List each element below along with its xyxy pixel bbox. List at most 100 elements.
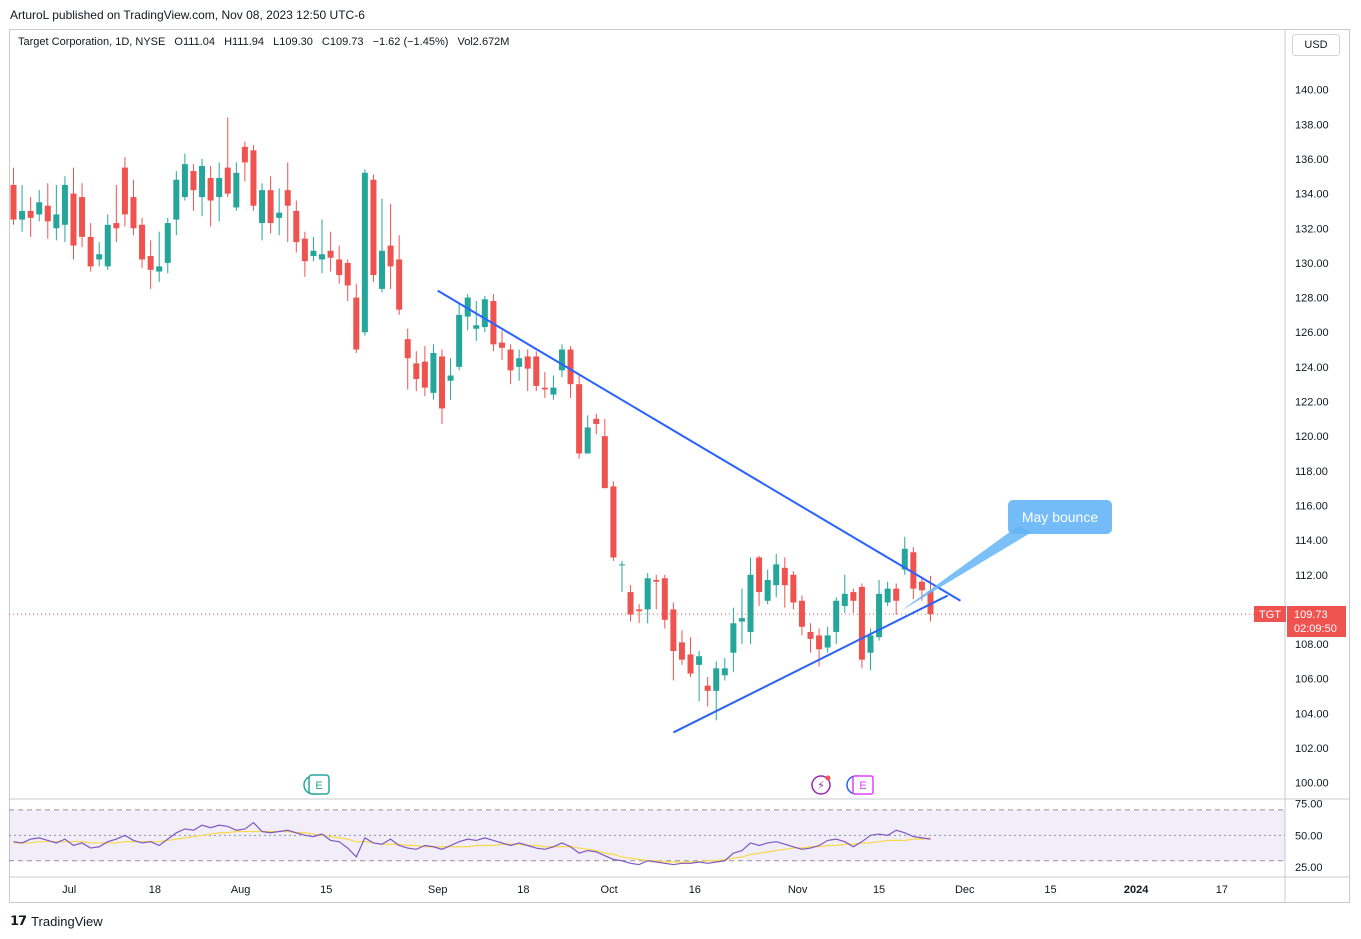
time-tick-label: Jul (62, 884, 76, 896)
candle (507, 344, 514, 385)
candle (807, 623, 814, 653)
candle-body (730, 623, 737, 653)
candle (344, 259, 351, 302)
time-tick-label: 2024 (1124, 884, 1149, 896)
candle (721, 657, 728, 681)
candle-body (70, 193, 77, 246)
candle-body (87, 236, 94, 267)
price-tick-label: 120.00 (1295, 431, 1329, 443)
trendlines[interactable] (437, 289, 961, 734)
candle-body (27, 210, 34, 218)
candle-body (653, 579, 660, 582)
candle-body (867, 635, 874, 653)
candle-body (593, 418, 600, 425)
candle-body (790, 574, 797, 603)
rsi-band-fill (9, 809, 1285, 861)
candle (850, 588, 857, 613)
candle (653, 574, 660, 610)
candle (738, 588, 745, 645)
candle (190, 164, 197, 211)
candle (53, 184, 60, 241)
candle (404, 328, 411, 390)
trendline[interactable] (437, 289, 961, 602)
candle-body (96, 254, 103, 260)
candle (327, 231, 334, 272)
candle (833, 597, 840, 645)
candle (473, 301, 480, 341)
candle (79, 183, 86, 248)
candle-body (756, 557, 763, 593)
split-icon[interactable]: ⚡ (811, 775, 831, 795)
time-tick-label: 18 (517, 884, 529, 896)
footer-branding[interactable]: 𝟭𝟳 TradingView (10, 913, 103, 929)
candle (756, 555, 763, 606)
candle-body (576, 384, 583, 454)
candle-body (327, 250, 334, 258)
candle (696, 651, 703, 702)
currency-selector[interactable]: USD (1292, 34, 1340, 56)
price-tick-label: 136.00 (1295, 154, 1329, 166)
tradingview-logo-icon: 𝟭𝟳 (10, 913, 27, 928)
price-tick-label: 140.00 (1295, 85, 1329, 97)
ticker-badge-text: TGT (1259, 609, 1281, 621)
time-axis[interactable]: Jul 18 Aug 15 Sep 18 Oct 16 Nov 15 Dec 15 2024 17 (62, 884, 1228, 896)
candle (687, 637, 694, 677)
candle (439, 349, 445, 425)
candle-body (113, 223, 120, 229)
candle (44, 183, 51, 239)
price-axis[interactable]: 140.00 138.00 136.00 134.00 132.00 130.00 128.… (1295, 85, 1329, 790)
candle-body (773, 564, 780, 586)
candle (764, 569, 771, 605)
candle (661, 574, 668, 629)
callout-box[interactable] (1008, 500, 1112, 534)
symbol-legend: Target Corporation, 1D, NYSE O111.04 H11… (18, 36, 515, 48)
earnings-icon[interactable]: E (303, 774, 330, 795)
candle-body (379, 250, 386, 289)
candle (541, 372, 548, 399)
candle-body (121, 167, 128, 215)
rsi-axis: 75.00 50.00 25.00 (1295, 799, 1323, 875)
candle (421, 346, 428, 397)
candle (181, 153, 188, 201)
candle (798, 595, 805, 636)
earnings-icon[interactable]: E (846, 775, 874, 795)
close-value: C109.73 (321, 36, 364, 48)
candle-body (704, 685, 711, 691)
callout-pointer (900, 526, 1032, 612)
candle (36, 190, 43, 222)
svg-text:E: E (315, 780, 322, 792)
candle (284, 162, 291, 243)
candle-body (36, 202, 43, 215)
candle-body (233, 172, 240, 208)
footer-brand-name: TradingView (31, 913, 103, 929)
price-tick-label: 128.00 (1295, 293, 1329, 305)
candle-body (498, 342, 505, 348)
candle-body (584, 427, 591, 454)
candle-body (901, 548, 908, 570)
symbol-name[interactable]: Target Corporation, 1D, NYSE (18, 36, 166, 48)
candle-body (747, 574, 754, 632)
candle-body (850, 592, 857, 601)
candle (627, 585, 634, 622)
time-tick-label: 15 (320, 884, 332, 896)
candle-body (636, 609, 643, 612)
candle-body (293, 210, 300, 243)
trendline[interactable] (672, 594, 949, 734)
candle (481, 295, 488, 333)
time-tick-label: 15 (873, 884, 885, 896)
candle (224, 117, 231, 198)
candle-body (310, 250, 317, 256)
candle (644, 573, 651, 624)
candle (61, 176, 68, 243)
candle (310, 236, 317, 262)
candle-body (927, 591, 934, 615)
candle-body (567, 349, 574, 385)
candle-body (344, 262, 351, 286)
candle (387, 204, 394, 289)
candle-body (53, 214, 60, 229)
candle-body (507, 349, 514, 371)
candle-body (481, 299, 488, 328)
candle (301, 231, 308, 277)
candle-body (661, 578, 668, 620)
